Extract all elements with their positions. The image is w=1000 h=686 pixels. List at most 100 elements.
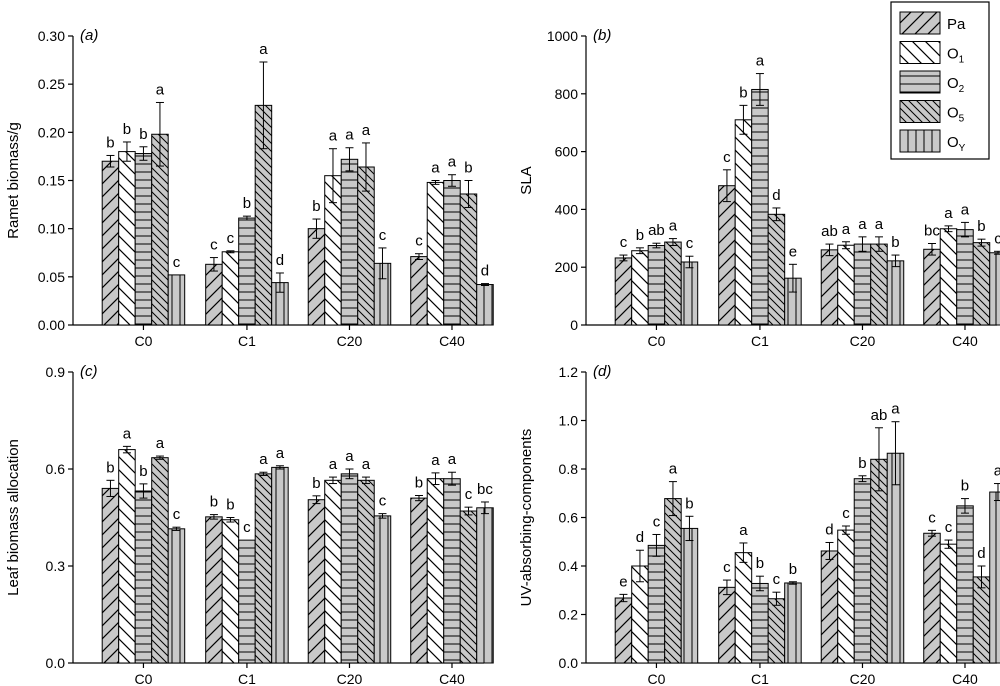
significance-letter: a [345, 448, 354, 465]
bar [664, 241, 682, 326]
bar [853, 243, 872, 326]
bar [101, 487, 120, 664]
y-tick-label: 0.30 [38, 28, 65, 44]
significance-letter: c [415, 233, 423, 250]
significance-letter: b [139, 463, 147, 480]
significance-letter: b [226, 497, 234, 514]
significance-letter: a [259, 451, 268, 468]
y-tick-label: 0.9 [46, 364, 66, 380]
legend-swatch [899, 70, 941, 94]
significance-letter: c [173, 254, 181, 271]
legend-item: Pa [899, 11, 966, 35]
significance-letter: bc [924, 223, 940, 240]
significance-letter: c [773, 571, 781, 588]
significance-letter: a [431, 160, 440, 177]
significance-letter: a [259, 41, 268, 58]
significance-letter: b [961, 478, 969, 495]
significance-letter: a [756, 53, 765, 70]
x-tick-label: C20 [850, 671, 876, 686]
y-tick-label: 0 [570, 317, 578, 333]
legend-item: O5 [899, 100, 965, 125]
bar [734, 552, 753, 664]
bar [718, 586, 736, 664]
significance-letter: b [243, 195, 251, 212]
y-tick-label: 600 [555, 144, 579, 160]
significance-letter: a [944, 205, 953, 222]
legend-label: Pa [947, 16, 966, 33]
bar [373, 515, 392, 664]
bar [151, 457, 169, 664]
bar [956, 505, 974, 664]
bar [939, 543, 958, 664]
bar [870, 243, 888, 326]
significance-letter: d [825, 521, 833, 538]
chart-panel-1: 0.00 0.05 0.10 0.15 0.20 0.25 0.30 Ramet biomas… [5, 27, 494, 349]
significance-letter: ab [821, 223, 838, 240]
significance-letter: a [961, 201, 970, 218]
bar [205, 263, 223, 326]
legend-swatch [899, 41, 941, 64]
bar [751, 88, 769, 326]
bar [238, 217, 256, 326]
significance-letter: c [653, 513, 661, 530]
bar [459, 193, 478, 326]
bar [459, 510, 478, 664]
significance-letter: d [636, 529, 644, 546]
legend-item: O1 [899, 41, 965, 66]
bar [254, 473, 273, 664]
significance-letter: b [789, 561, 797, 578]
legend-swatch [899, 100, 941, 123]
y-tick-label: 0.00 [38, 317, 65, 333]
significance-letter: a [994, 463, 1000, 480]
x-tick-label: C40 [439, 333, 465, 349]
significance-letter: e [619, 573, 627, 590]
bar [426, 181, 445, 326]
bar [614, 597, 633, 664]
y-tick-label: 0.3 [46, 558, 66, 574]
bar [443, 478, 461, 664]
bar [853, 478, 872, 664]
significance-letter: c [620, 234, 628, 251]
legend-swatch [899, 11, 941, 35]
significance-letter: a [362, 456, 371, 473]
bar [271, 466, 289, 664]
bar [837, 529, 855, 664]
significance-letter: c [379, 493, 387, 510]
significance-letter: a [329, 128, 338, 145]
y-tick-label: 0.05 [38, 269, 65, 285]
significance-letter: ab [871, 407, 888, 424]
legend-item: O2 [899, 70, 965, 95]
bar [101, 160, 120, 326]
bar [340, 473, 359, 664]
x-tick-label: C1 [751, 333, 769, 349]
x-tick-label: C40 [952, 671, 978, 686]
y-axis-label: UV-absorbing-components [518, 429, 535, 607]
bar [118, 151, 136, 326]
significance-letter: b [106, 134, 114, 151]
bar [923, 248, 941, 326]
y-tick-label: 0.2 [559, 607, 579, 623]
bar [631, 250, 649, 326]
y-tick-label: 0.10 [38, 221, 65, 237]
significance-letter: c [243, 519, 251, 536]
bar [923, 532, 941, 664]
x-tick-label: C1 [238, 671, 256, 686]
significance-letter: c [723, 559, 731, 576]
bar [167, 528, 186, 664]
x-tick-label: C0 [134, 333, 152, 349]
y-tick-label: 1000 [547, 28, 578, 44]
significance-letter: a [156, 81, 165, 98]
panel-label: (d) [593, 363, 611, 380]
significance-letter: a [739, 522, 748, 539]
significance-letter: a [448, 451, 457, 468]
bar [718, 185, 736, 326]
significance-letter: d [977, 545, 985, 562]
legend-swatch [899, 129, 941, 153]
significance-letter: a [669, 461, 678, 478]
significance-letter: c [465, 486, 473, 503]
y-tick-label: 400 [555, 201, 579, 217]
bar [443, 180, 461, 326]
bar [410, 497, 428, 664]
